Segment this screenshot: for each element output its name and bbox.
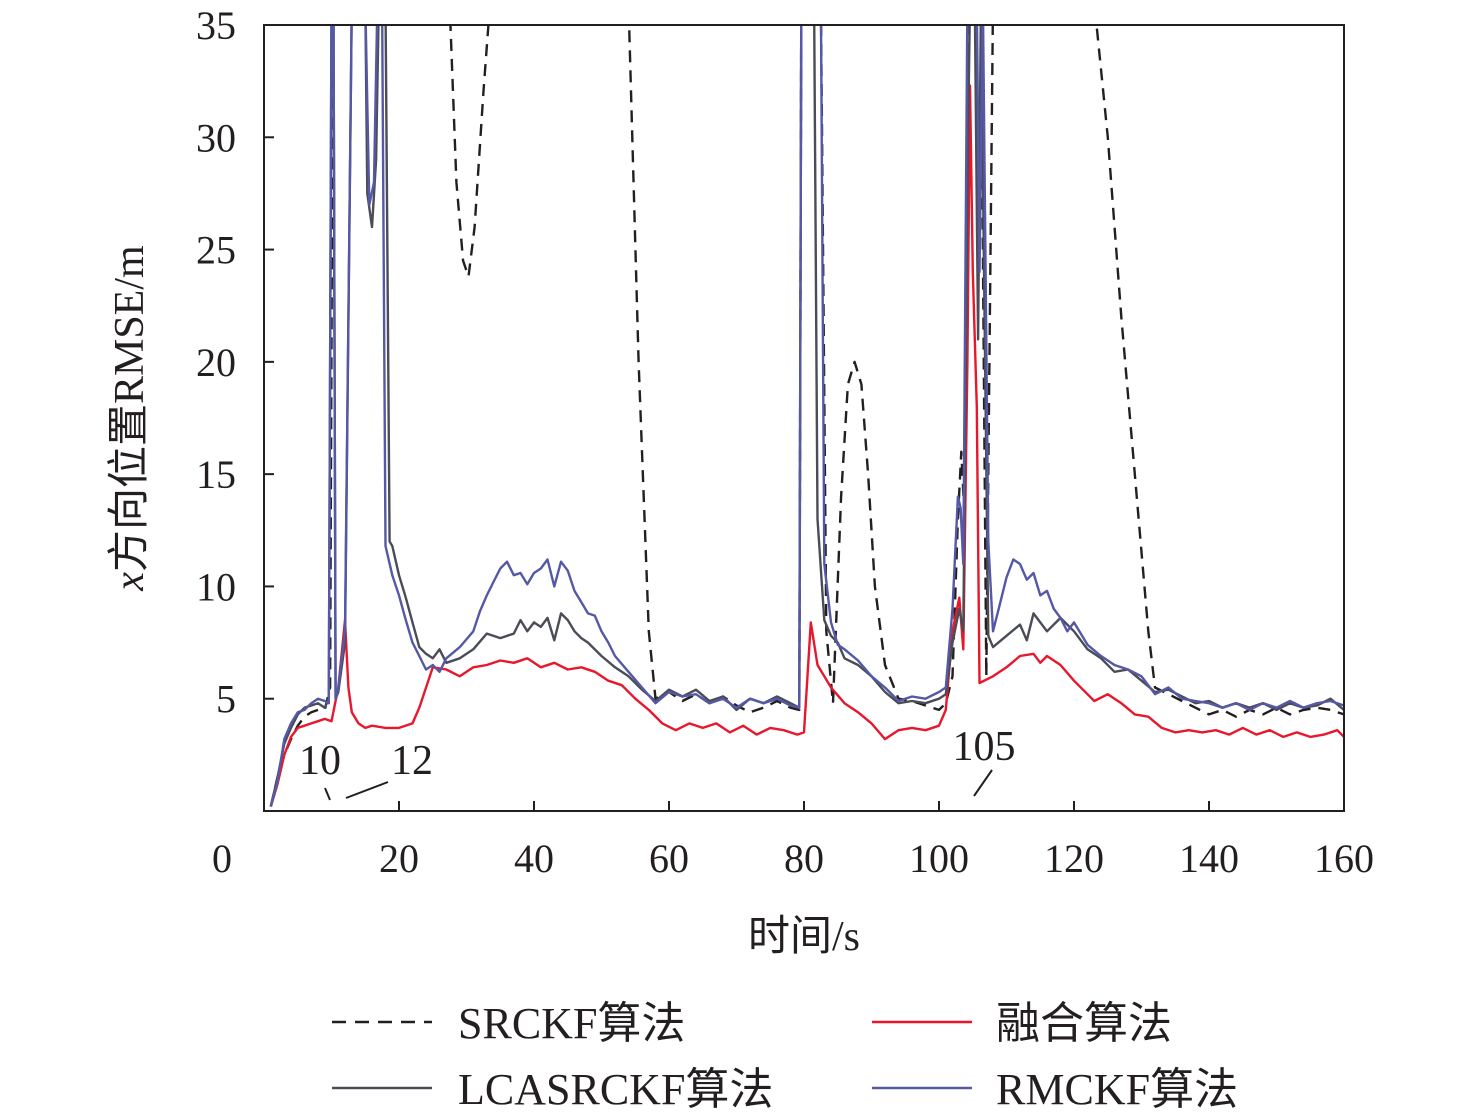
legend-label-2: 融合算法 — [996, 999, 1172, 1048]
x-tick-label: 40 — [514, 836, 554, 881]
x-tick-label: 140 — [1179, 836, 1239, 881]
annotation-label: 10 — [299, 738, 341, 784]
x-tick-label: 60 — [649, 836, 689, 881]
y-tick-label: 10 — [196, 564, 236, 609]
y-tick-label: 25 — [196, 228, 236, 273]
annotations-layer: 10 12 105 — [299, 724, 1016, 801]
series-line-1 — [269, 25, 1344, 807]
y-axis-label-variable: x — [107, 572, 153, 592]
legend-label-3: LCASRCKF算法 — [458, 1065, 773, 1114]
ticks-layer: 0 20 40 60 80 100 120 140 160 5 10 15 20 25 30 35 — [196, 3, 1374, 881]
annotation-label: 12 — [391, 738, 433, 784]
x-tick-label: 160 — [1314, 836, 1374, 881]
x-tick-label: 0 — [212, 836, 232, 881]
series-line-2 — [269, 84, 1344, 807]
annotation-leader-line — [324, 787, 331, 801]
legend-label-1: SRCKF算法 — [458, 999, 685, 1048]
x-tick-label: 100 — [909, 836, 969, 881]
y-tick-label: 35 — [196, 3, 236, 48]
x-tick-label: 80 — [784, 836, 824, 881]
y-axis-label-text: 方向位置RMSE/m — [106, 245, 153, 572]
x-axis-label: 时间/s — [748, 914, 860, 960]
y-tick-label: 15 — [196, 452, 236, 497]
y-tick-label: 5 — [216, 677, 236, 722]
x-tick-label: 20 — [379, 836, 419, 881]
x-tick-label: 120 — [1044, 836, 1104, 881]
y-tick-label: 30 — [196, 115, 236, 160]
legend-label-4: RMCKF算法 — [996, 1065, 1238, 1114]
legend: SRCKF算法 融合算法 LCASRCKF算法 RMCKF算法 — [332, 999, 1238, 1114]
series-layer — [269, 25, 1344, 807]
annotation-label: 105 — [953, 724, 1016, 770]
annotation-leader-line — [973, 769, 993, 797]
annotation-leader-line — [345, 781, 389, 799]
plot-frame — [263, 24, 1345, 812]
y-axis-label: x方向位置RMSE/m — [106, 245, 153, 592]
y-tick-label: 20 — [196, 340, 236, 385]
series-line-4 — [269, 25, 1344, 807]
